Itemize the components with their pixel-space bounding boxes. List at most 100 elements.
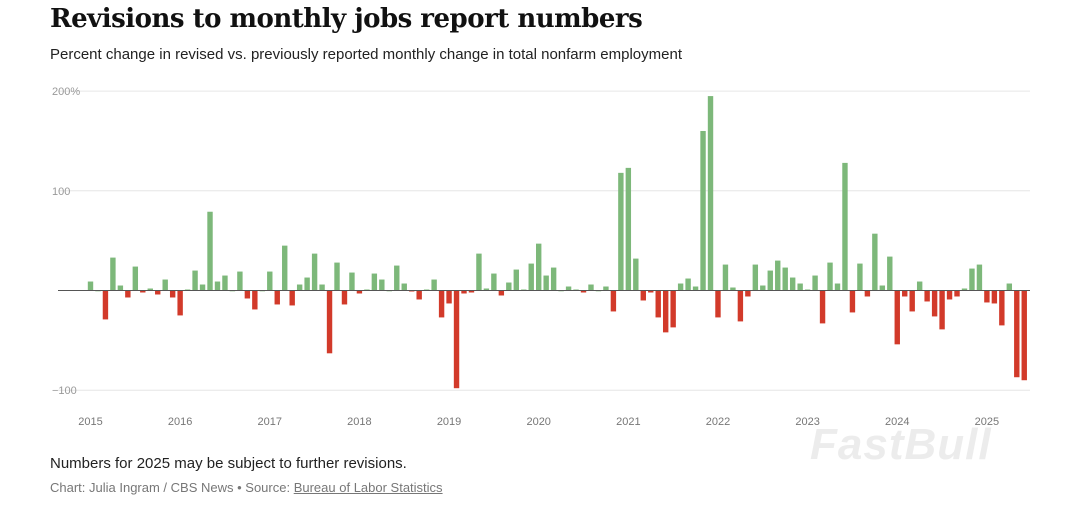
bar-2024-12 bbox=[976, 264, 983, 291]
x-tick-label: 2025 bbox=[975, 416, 999, 428]
bar-2015-03 bbox=[102, 290, 109, 320]
bar-2019-06 bbox=[483, 288, 490, 291]
bar-2022-02 bbox=[722, 264, 729, 291]
bar-2016-07 bbox=[222, 275, 228, 291]
bar-2015-12 bbox=[169, 290, 176, 298]
bar-2022-07 bbox=[760, 285, 766, 291]
bar-2019-01 bbox=[446, 290, 452, 304]
bar-2020-01 bbox=[536, 243, 542, 291]
bar-2016-04 bbox=[199, 284, 206, 291]
bar-2024-08 bbox=[946, 290, 953, 300]
bar-2024-09 bbox=[954, 290, 960, 297]
bar-2015-08 bbox=[140, 290, 146, 293]
bar-2022-01 bbox=[715, 290, 721, 318]
x-tick-label: 2023 bbox=[795, 416, 819, 428]
y-tick-label: 100 bbox=[52, 186, 70, 198]
bar-2021-01 bbox=[625, 167, 632, 291]
bar-2017-03 bbox=[282, 245, 288, 291]
bar-2022-10 bbox=[782, 267, 788, 291]
bar-2023-12 bbox=[887, 256, 893, 291]
bar-2016-09 bbox=[237, 271, 243, 291]
bar-2024-04 bbox=[916, 281, 923, 291]
bar-2020-11 bbox=[610, 290, 617, 312]
bar-2019-10 bbox=[513, 269, 519, 291]
bar-2024-02 bbox=[902, 290, 908, 297]
bar-2021-02 bbox=[633, 258, 639, 291]
bar-2023-09 bbox=[864, 290, 871, 297]
credit-text: Chart: Julia Ingram / CBS News • Source: bbox=[50, 480, 294, 495]
bar-2020-02 bbox=[543, 275, 549, 291]
source-link[interactable]: Bureau of Labor Statistics bbox=[293, 480, 443, 495]
bar-2015-04 bbox=[110, 257, 116, 291]
bar-2025-05 bbox=[1014, 290, 1020, 378]
bar-2025-04 bbox=[1006, 283, 1013, 291]
bar-2020-07 bbox=[580, 290, 587, 293]
bar-2018-06 bbox=[394, 265, 400, 291]
y-tick-label: 200% bbox=[52, 86, 80, 98]
bar-2016-10 bbox=[244, 290, 251, 299]
bar-2023-07 bbox=[849, 290, 856, 313]
bar-2016-06 bbox=[214, 281, 221, 291]
bar-2019-05 bbox=[476, 253, 482, 291]
bar-2018-09 bbox=[416, 290, 422, 300]
x-tick-label: 2019 bbox=[437, 416, 461, 428]
bar-2016-03 bbox=[192, 270, 198, 291]
bar-2022-08 bbox=[767, 270, 773, 291]
bar-2025-03 bbox=[999, 290, 1005, 326]
bar-2019-09 bbox=[506, 282, 512, 291]
bar-2022-09 bbox=[775, 260, 781, 291]
bar-2018-01 bbox=[356, 290, 363, 294]
chart-title: Revisions to monthly jobs report numbers bbox=[50, 4, 643, 34]
bar-2019-12 bbox=[528, 263, 534, 291]
x-tick-label: 2021 bbox=[616, 416, 640, 428]
bar-2021-09 bbox=[685, 278, 691, 291]
bar-2021-07 bbox=[670, 290, 676, 328]
bar-2019-04 bbox=[468, 290, 475, 293]
bar-2021-08 bbox=[677, 283, 684, 291]
bar-2021-10 bbox=[692, 286, 699, 291]
bar-2017-01 bbox=[267, 271, 273, 291]
bar-2020-08 bbox=[588, 284, 594, 291]
bar-2023-05 bbox=[834, 283, 841, 291]
bar-2022-11 bbox=[789, 277, 796, 291]
bar-2017-02 bbox=[274, 290, 280, 305]
bar-2022-06 bbox=[752, 264, 759, 291]
bar-2024-11 bbox=[969, 268, 975, 291]
watermark-logo: FastBull bbox=[810, 420, 992, 469]
bar-2015-05 bbox=[117, 285, 124, 291]
bar-2022-03 bbox=[730, 287, 736, 291]
bar-2020-10 bbox=[603, 286, 609, 291]
bar-2021-03 bbox=[640, 290, 646, 301]
bar-2017-12 bbox=[349, 272, 355, 291]
credit-line: Chart: Julia Ingram / CBS News • Source:… bbox=[50, 480, 443, 495]
chart-subtitle: Percent change in revised vs. previously… bbox=[50, 46, 682, 63]
bar-2024-01 bbox=[894, 290, 900, 345]
bar-2016-05 bbox=[207, 211, 213, 291]
x-tick-label: 2024 bbox=[885, 416, 909, 428]
bar-2021-06 bbox=[662, 290, 669, 333]
bar-2019-08 bbox=[498, 290, 505, 296]
bar-2023-08 bbox=[857, 263, 863, 291]
bar-2017-05 bbox=[296, 284, 303, 291]
bar-2023-10 bbox=[872, 233, 878, 291]
bar-2024-03 bbox=[909, 290, 915, 312]
bar-2022-04 bbox=[737, 290, 744, 322]
x-tick-label: 2016 bbox=[168, 416, 192, 428]
bar-2018-12 bbox=[438, 290, 445, 318]
bar-2016-01 bbox=[177, 290, 183, 316]
bar-2023-04 bbox=[827, 262, 833, 291]
bar-2021-11 bbox=[700, 130, 706, 291]
bar-2017-11 bbox=[341, 290, 348, 305]
bar-2024-06 bbox=[931, 290, 938, 317]
bar-2015-01 bbox=[87, 281, 94, 291]
bar-2018-07 bbox=[401, 283, 407, 291]
bar-2017-06 bbox=[304, 277, 310, 291]
bar-2023-03 bbox=[819, 290, 826, 324]
y-tick-label: −100 bbox=[52, 385, 77, 397]
bar-2025-06 bbox=[1021, 290, 1027, 381]
x-tick-label: 2018 bbox=[347, 416, 371, 428]
bar-2017-04 bbox=[289, 290, 295, 306]
bar-2018-11 bbox=[431, 279, 437, 291]
bar-2024-07 bbox=[939, 290, 945, 330]
bar-2018-03 bbox=[371, 273, 378, 291]
